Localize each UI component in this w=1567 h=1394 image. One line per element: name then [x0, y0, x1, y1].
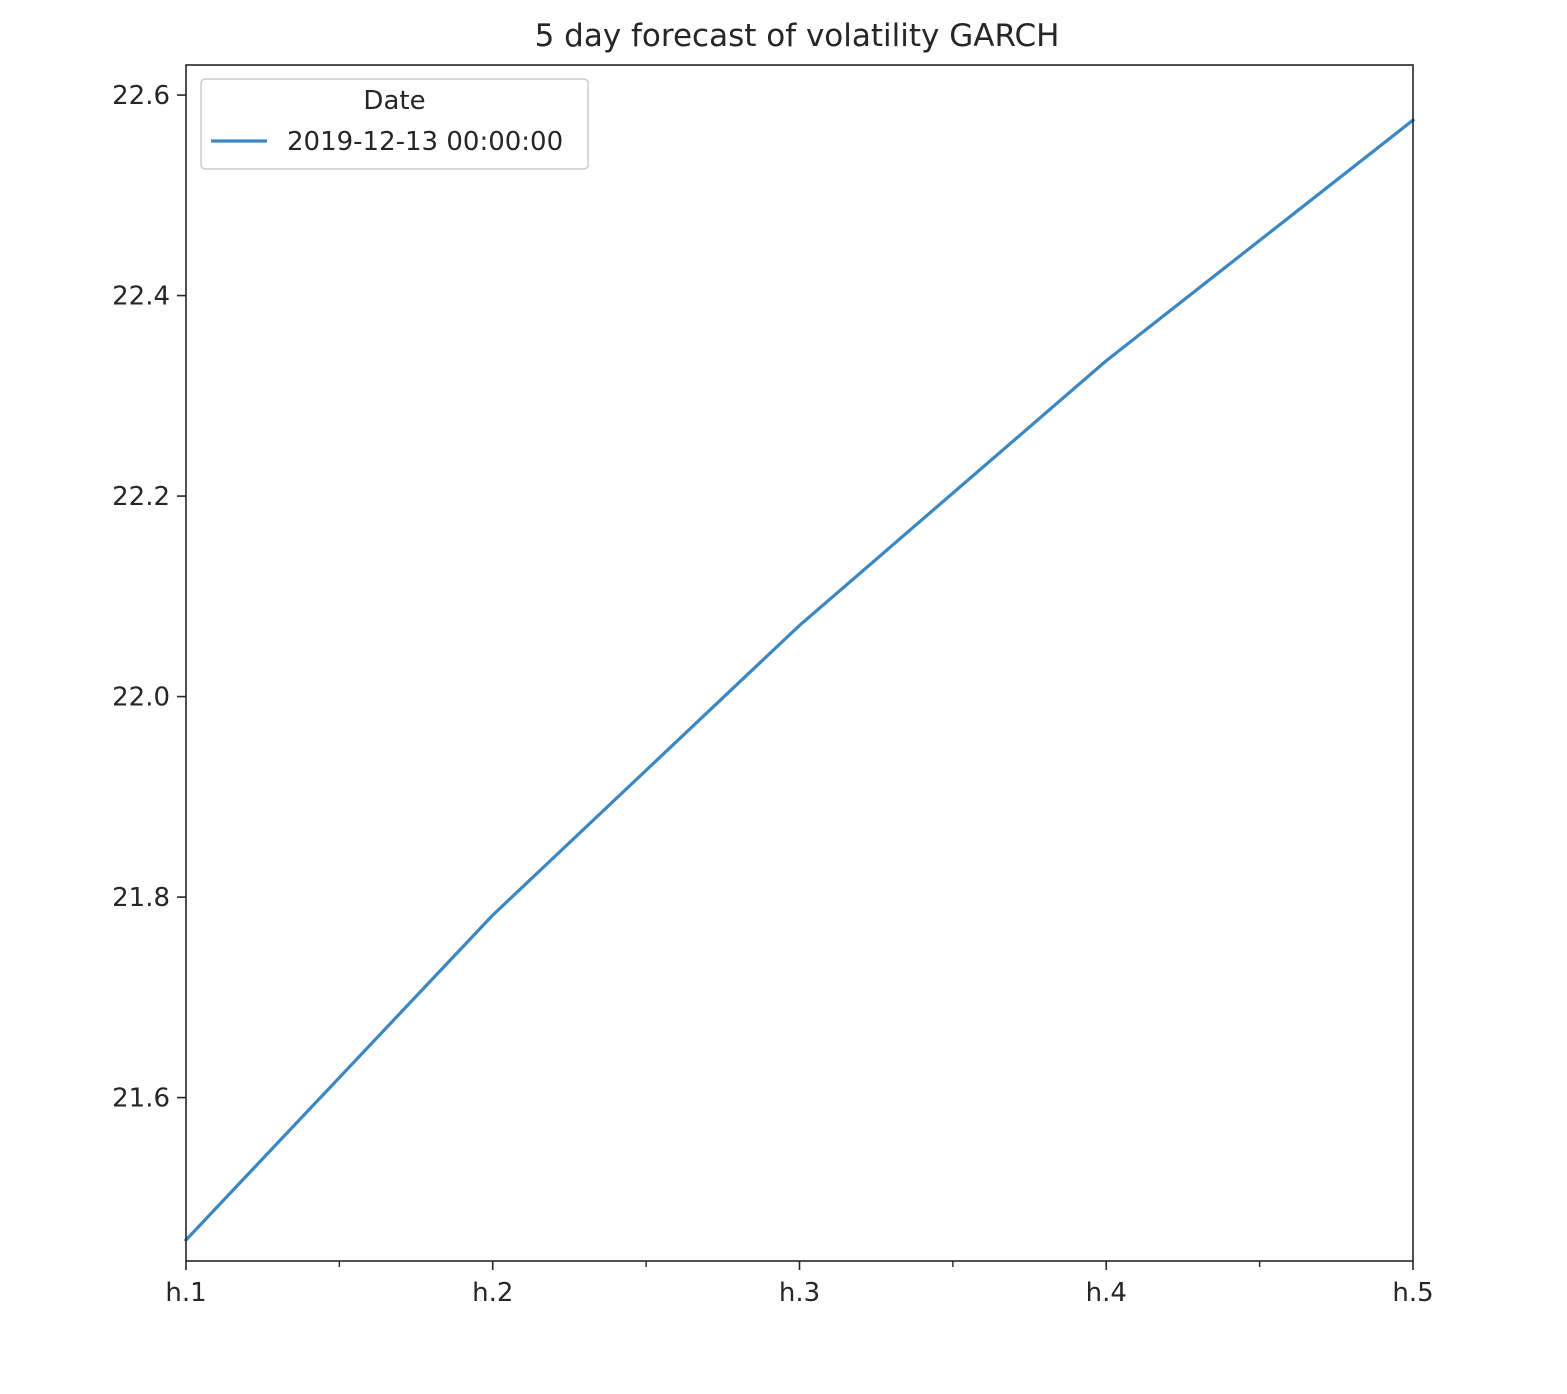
x-tick-label: h.4 [1086, 1278, 1127, 1308]
chart-title: 5 day forecast of volatility GARCH [535, 18, 1060, 54]
series-line-0 [183, 117, 1416, 1243]
x-tick-label: h.2 [472, 1278, 513, 1308]
x-tick-label: h.3 [779, 1278, 820, 1308]
y-tick-label: 22.4 [112, 282, 170, 312]
legend-box [200, 78, 589, 170]
axes-layer: h.1 h.2 h.3 h.4 h.5 21.6 21.8 22.0 22.2 22.4 22.6 [112, 64, 1434, 1308]
y-tick-label: 22.2 [112, 482, 170, 512]
series-layer [183, 117, 1416, 1243]
legend-label: 2019-12-13 00:00:00 [287, 127, 563, 157]
y-tick-label: 22.0 [112, 683, 170, 713]
plot-frame [185, 64, 1414, 1262]
legend: Date 2019-12-13 00:00:00 [200, 78, 589, 170]
legend-title: Date [363, 86, 425, 116]
y-tick-label: 21.6 [112, 1084, 170, 1114]
y-tick-label: 21.8 [112, 883, 170, 913]
x-tick-label: h.1 [165, 1278, 206, 1308]
y-tick-label: 22.6 [112, 81, 170, 111]
x-tick-label: h.5 [1392, 1278, 1433, 1308]
